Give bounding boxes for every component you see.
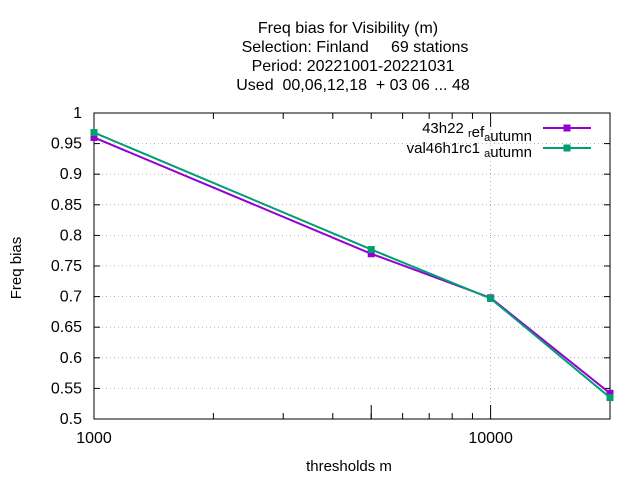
legend-item: val46h1rc1 autumn xyxy=(407,140,591,161)
title-line-3: Period: 20221001-20221031 xyxy=(252,58,455,75)
title-line-4: Used 00,06,12,18 + 03 06 ... 48 xyxy=(236,77,470,94)
data-point xyxy=(367,250,375,258)
y-tick-label: 0.6 xyxy=(60,350,82,367)
data-point xyxy=(367,245,375,253)
y-tick-label: 0.85 xyxy=(51,197,82,214)
grid-lines xyxy=(94,113,610,419)
data-point xyxy=(90,129,98,137)
plot-frame xyxy=(93,112,611,420)
title-line-2: Selection: Finland 69 stations xyxy=(242,39,469,56)
title-line-1: Freq bias for Visibility (m) xyxy=(258,20,438,37)
y-tick-label: 0.5 xyxy=(60,411,82,428)
legend-swatch-marker xyxy=(563,144,571,152)
series-43h22 xyxy=(90,133,614,397)
y-tick-label: 0.95 xyxy=(51,136,82,153)
series-line xyxy=(93,131,611,399)
legend-swatch-marker xyxy=(563,124,571,132)
legend-label: val46h1rc1 autumn xyxy=(407,140,532,161)
legend-label: 43h22 refautumn xyxy=(422,120,532,145)
y-axis-label: Freq bias xyxy=(8,237,25,300)
y-tick-label: 0.7 xyxy=(60,289,82,306)
series-group xyxy=(90,129,614,402)
data-point xyxy=(90,133,98,141)
x-tick-label: 1000 xyxy=(76,430,112,447)
series-val46h1rc1 xyxy=(90,129,614,402)
legend-item: 43h22 refautumn xyxy=(422,120,591,145)
data-point xyxy=(487,294,495,302)
y-tick-label: 1 xyxy=(73,105,82,122)
y-tick-label: 0.65 xyxy=(51,319,82,336)
axis-ticks: 0.5 0.55 0.6 0.65 0.7 0.75 0.8 0.85 0.9 0.95 1 1000… xyxy=(51,105,610,447)
data-point xyxy=(606,394,614,402)
chart-title: Freq bias for Visibility (m) Selection: … xyxy=(236,20,470,94)
y-tick-label: 0.8 xyxy=(60,227,82,244)
y-tick-label: 0.9 xyxy=(60,166,82,183)
x-tick-label: 10000 xyxy=(468,430,513,447)
data-point xyxy=(606,389,614,397)
y-tick-label: 0.75 xyxy=(51,258,82,275)
y-tick-label: 0.55 xyxy=(51,380,82,397)
series-line xyxy=(93,136,611,395)
x-axis-label: thresholds m xyxy=(306,458,392,475)
